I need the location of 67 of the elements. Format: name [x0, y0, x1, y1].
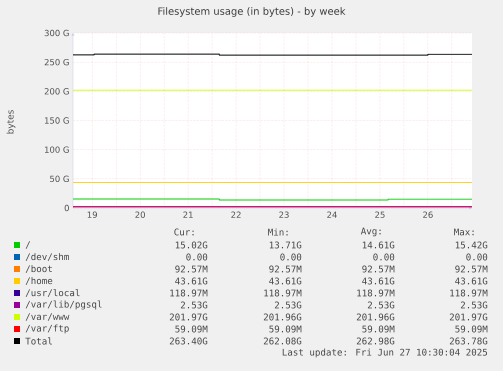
legend-label: /var/lib/pgsql	[26, 300, 102, 310]
text: 118.97M	[450, 290, 488, 296]
text: 2.53G	[460, 302, 488, 308]
text: 59.09M	[455, 326, 488, 332]
text: 43.61G	[269, 278, 302, 284]
legend-label: /var/www	[26, 313, 70, 321]
text: 0.00	[280, 254, 302, 260]
y-tick-label: 250 G	[44, 58, 69, 66]
y-tick-label: 200 G	[44, 88, 69, 95]
text: 0.00	[186, 254, 208, 260]
text: 59.09M	[362, 326, 394, 332]
text: 15.42G	[456, 242, 488, 248]
text: 262.98G	[356, 338, 394, 344]
x-tick-label: 24	[327, 212, 337, 218]
text: 92.57M	[455, 266, 488, 272]
legend-label: /var/ftp	[26, 324, 69, 334]
text: Avg:	[360, 228, 381, 236]
x-tick-label: 26	[423, 212, 433, 218]
text: 43.61G	[175, 278, 208, 284]
y-axis-title: bytes	[6, 110, 16, 134]
text: 43.61G	[362, 278, 394, 284]
text: 43.61G	[455, 278, 488, 284]
text: 59.09M	[269, 326, 302, 332]
text: 0.00	[373, 254, 394, 260]
text: 201.96G	[264, 314, 302, 320]
text: 92.57M	[175, 266, 208, 272]
x-tick-label: 20	[135, 212, 145, 218]
y-tick-label: 300 G	[44, 30, 69, 36]
y-tick-label: 100 G	[45, 146, 69, 153]
legend-label: /dev/shm	[26, 253, 69, 261]
text: Max:	[454, 228, 474, 236]
text: 59.09M	[175, 326, 208, 332]
text: 92.57M	[362, 266, 394, 272]
legend-label: /home	[26, 277, 52, 285]
legend-label: Total	[25, 337, 52, 345]
text: 2.53G	[180, 302, 208, 308]
text: 263.78G	[450, 338, 488, 344]
legend-label: /	[26, 241, 30, 249]
x-tick-label: 21	[183, 212, 193, 218]
text: 15.02G	[176, 242, 208, 248]
text: 201.96G	[356, 314, 394, 320]
text: 2.53G	[274, 302, 302, 308]
x-tick-label: 22	[231, 212, 241, 218]
text: 92.57M	[269, 266, 302, 272]
x-tick-label: 23	[279, 212, 289, 218]
text: 118.97M	[357, 290, 394, 296]
text: 13.71G	[270, 242, 302, 248]
y-tick-label: 150 G	[45, 117, 69, 124]
x-tick-label: 19	[88, 212, 97, 218]
text: Last update: Fri Jun 27 10:30:04 2025	[282, 348, 488, 358]
legend-label: /usr/local	[26, 289, 80, 297]
y-tick-label: 0	[64, 204, 69, 212]
y-tick-label: 50 G	[50, 176, 69, 182]
text: 118.97M	[170, 290, 208, 296]
text: 118.97M	[264, 290, 302, 296]
text: 262.08G	[264, 338, 302, 344]
text: 201.97G	[170, 314, 208, 320]
legend-label: /boot	[26, 265, 52, 273]
chart-title: Filesystem usage (in bytes) - by week	[158, 7, 346, 17]
text: 2.53G	[368, 302, 394, 308]
x-tick-label: 25	[375, 212, 385, 218]
text: 263.40G	[170, 338, 208, 344]
text: Cur:	[174, 228, 194, 236]
text: 14.61G	[362, 242, 394, 248]
text: 201.97G	[450, 314, 488, 320]
text: Min:	[268, 228, 288, 236]
text: 0.00	[466, 254, 488, 260]
